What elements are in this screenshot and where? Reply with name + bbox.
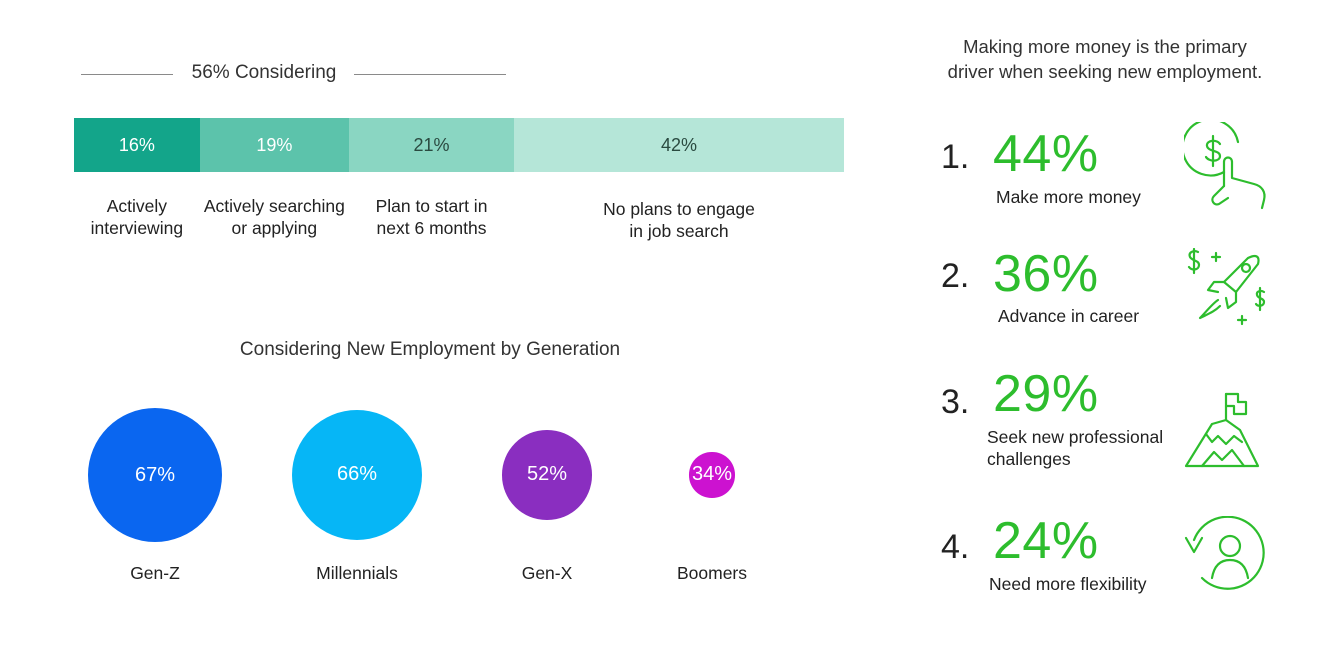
- driver-rank: 3.: [941, 383, 970, 421]
- generation-bubble: 52%: [502, 430, 592, 520]
- title-rule-left: [81, 74, 173, 75]
- generation-label: Boomers: [676, 563, 748, 583]
- money-hand-icon: [1184, 122, 1266, 210]
- driver-label: Need more flexibility: [989, 574, 1147, 594]
- person-cycle-icon: [1184, 516, 1265, 590]
- generation-bubble: 66%: [291, 409, 423, 541]
- driver-value: 24%: [993, 512, 1099, 570]
- title-rule-right: [354, 74, 506, 75]
- bar-segment-label: No plans to engage in job search: [603, 199, 755, 241]
- driver-label: Advance in career: [998, 306, 1140, 326]
- driver-rank: 1.: [941, 138, 970, 176]
- drivers-headline: Making more money is the primary driver …: [947, 36, 1263, 82]
- driver-label: Make more money: [996, 187, 1141, 207]
- bar-segment-label: Plan to start in next 6 months: [375, 196, 488, 238]
- bar-segment: 21%: [349, 118, 514, 172]
- considering-title: 56% Considering: [191, 62, 337, 83]
- generation-bubble: 67%: [88, 408, 222, 542]
- generation-label: Gen-Z: [130, 563, 180, 583]
- bar-segment: 16%: [74, 118, 200, 172]
- generation-label: Millennials: [316, 563, 398, 583]
- generation-title: Considering New Employment by Generation: [239, 339, 621, 360]
- driver-value: 36%: [993, 245, 1099, 303]
- bar-segment: 42%: [514, 118, 844, 172]
- driver-rank: 2.: [941, 257, 970, 295]
- bar-segment-label: Actively searching or applying: [203, 196, 345, 238]
- driver-rank: 4.: [941, 528, 970, 566]
- driver-value: 29%: [993, 365, 1099, 423]
- bar-segment: 19%: [199, 118, 349, 172]
- generation-label: Gen-X: [521, 563, 573, 583]
- generation-bubble: 34%: [689, 452, 735, 498]
- rocket-money-icon: [1187, 248, 1266, 326]
- bar-segment-label: Actively interviewing: [90, 196, 184, 238]
- driver-label: Seek new professional challenges: [987, 427, 1164, 469]
- driver-value: 44%: [993, 125, 1099, 183]
- mountain-flag-icon: [1184, 392, 1260, 468]
